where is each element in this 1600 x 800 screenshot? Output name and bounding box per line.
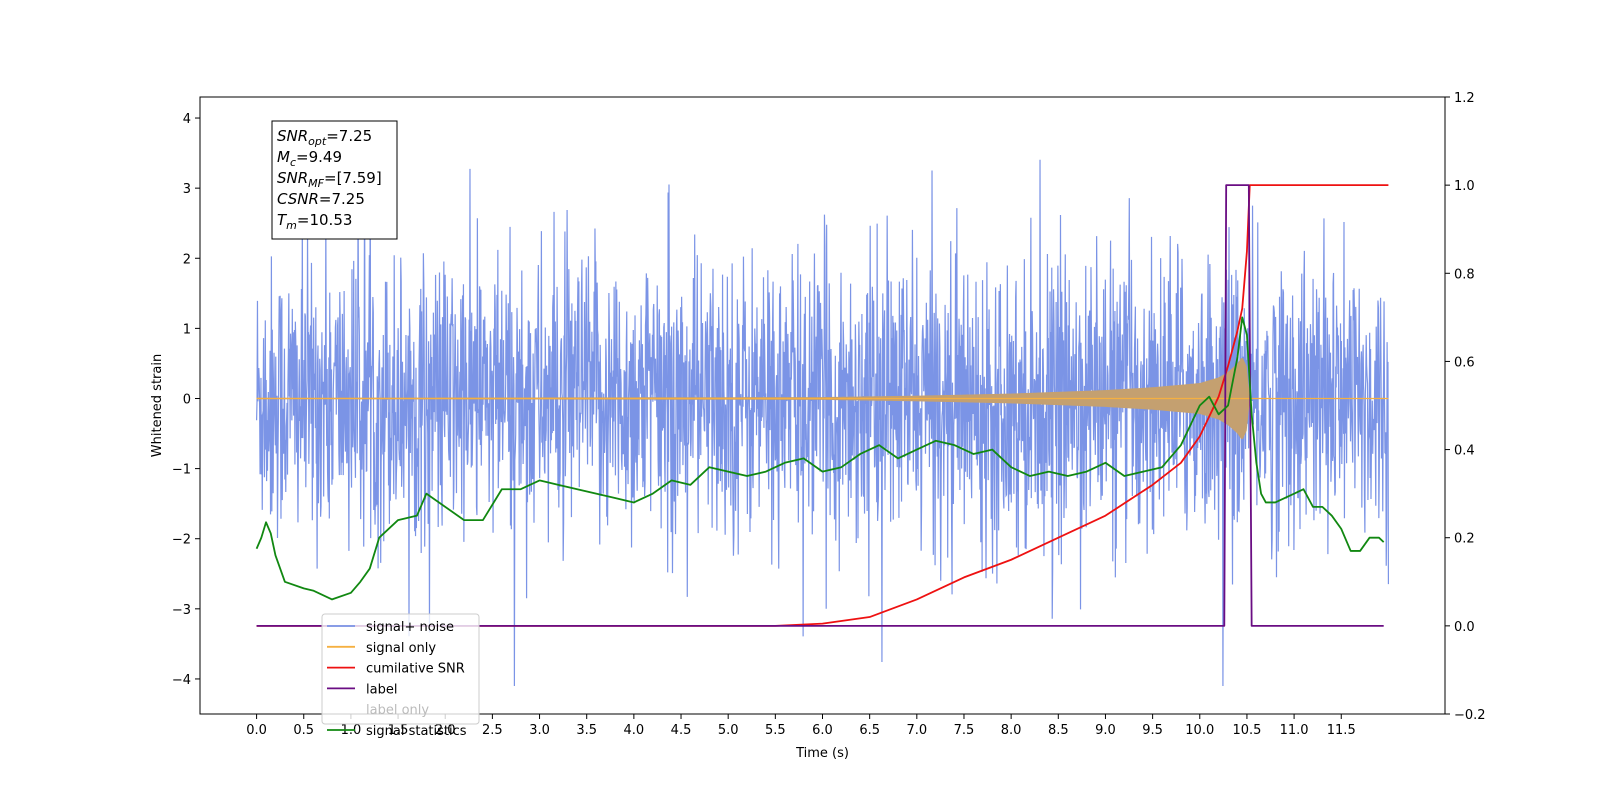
info-value: =10.53: [297, 211, 353, 229]
y-left-tick-label: −3: [172, 603, 191, 618]
x-axis: 0.0 0.5 1.0 1.5 2.0 2.5 3.0 3.5 4.0 4.5 5.0 5.5 6.0 6…: [246, 714, 1356, 738]
y-left-tick-label: 2: [183, 252, 191, 267]
info-value: =7.25: [319, 190, 365, 208]
info-symbol: SNR: [277, 127, 308, 145]
info-value: =[7.59]: [324, 169, 382, 187]
info-value: =9.49: [296, 148, 342, 166]
legend-label: label: [366, 682, 397, 697]
y-left-tick-label: −4: [172, 673, 191, 688]
y-left-tick-label: −1: [172, 463, 191, 478]
x-tick-label: 1.5: [388, 723, 409, 738]
legend-label: signal only: [366, 641, 436, 656]
x-tick-label: 6.5: [859, 723, 880, 738]
x-tick-label: 2.5: [482, 723, 503, 738]
y-right-tick-label: 0.0: [1454, 620, 1475, 635]
y-right-tick-label: 1.0: [1454, 179, 1475, 194]
info-value: =7.25: [326, 127, 372, 145]
y-right-tick-label: 0.4: [1454, 444, 1475, 459]
y-right-tick-label: 0.6: [1454, 355, 1475, 370]
x-tick-label: 7.0: [906, 723, 927, 738]
y-left-tick-label: 0: [183, 392, 191, 407]
y-left-tick-label: −2: [172, 533, 191, 548]
x-tick-label: 3.0: [529, 723, 550, 738]
y-right-tick-label: 1.2: [1454, 91, 1475, 106]
x-tick-label: 9.5: [1142, 723, 1163, 738]
x-tick-label: 10.5: [1232, 723, 1261, 738]
x-tick-label: 11.0: [1280, 723, 1309, 738]
info-symbol: SNR: [277, 169, 308, 187]
info-box-frame: [271, 120, 398, 240]
info-subscript: MF: [308, 177, 324, 190]
x-axis-label: Time (s): [795, 746, 849, 761]
x-tick-label: 10.0: [1185, 723, 1214, 738]
info-symbol: CSNR: [277, 190, 319, 208]
cumulative-snr-line: [256, 184, 1389, 627]
x-tick-label: 7.5: [954, 723, 975, 738]
x-tick-label: 8.5: [1048, 723, 1069, 738]
info-symbol: M: [277, 148, 290, 166]
info-box-line: SNRMF=[7.59]: [277, 169, 382, 190]
legend-frame: [321, 613, 480, 725]
legend-label: label only: [366, 703, 429, 718]
legend-label: signal+ noise: [366, 620, 454, 635]
x-tick-label: 9.0: [1095, 723, 1116, 738]
x-tick-label: 4.0: [624, 723, 645, 738]
x-tick-label: 3.5: [576, 723, 597, 738]
y-right-tick-label: 0.2: [1454, 532, 1475, 547]
signal-statistics-line: [255, 316, 1385, 601]
info-box-line: SNRopt=7.25: [277, 127, 372, 148]
y-axis-label: Whitened strain: [150, 354, 165, 457]
y-axis-left: −4 −3 −2 −1 0 1 2 3 4: [172, 112, 200, 688]
info-subscript: opt: [308, 135, 327, 148]
y-right-tick-label: 0.8: [1454, 267, 1475, 282]
x-tick-label: 2.0: [435, 723, 456, 738]
y-axis-right: −0.2 0.0 0.2 0.4 0.6 0.8 1.0 1.2: [1445, 91, 1486, 723]
right-axis-series: [255, 184, 1389, 627]
label-line: [256, 184, 1384, 627]
legend: signal+ noise signal only cumilative SNR la…: [321, 613, 480, 739]
info-subscript: c: [290, 156, 296, 169]
signal-only-series: [256, 357, 1389, 439]
x-tick-label: 8.0: [1001, 723, 1022, 738]
info-subscript: m: [286, 219, 297, 232]
x-tick-label: 5.5: [765, 723, 786, 738]
y-left-tick-label: 1: [183, 322, 191, 337]
x-tick-label: 6.0: [812, 723, 833, 738]
info-box-line: Mc=9.49: [277, 148, 342, 169]
legend-label: signal statistics: [366, 724, 467, 739]
y-right-tick-label: −0.2: [1454, 708, 1486, 723]
legend-label: cumilative SNR: [366, 662, 465, 677]
x-tick-label: 11.5: [1327, 723, 1356, 738]
info-box-line: CSNR=7.25: [277, 190, 365, 208]
x-tick-label: 0.5: [293, 723, 314, 738]
info-box: SNRopt=7.25Mc=9.49SNRMF=[7.59]CSNR=7.25T…: [271, 120, 398, 240]
y-left-tick-label: 4: [183, 112, 191, 127]
x-tick-label: 4.5: [671, 723, 692, 738]
info-symbol: T: [277, 211, 288, 229]
info-box-line: Tm=10.53: [277, 211, 352, 232]
plot-area: [255, 131, 1390, 686]
x-tick-label: 0.0: [246, 723, 267, 738]
x-tick-label: 5.0: [718, 723, 739, 738]
y-left-tick-label: 3: [183, 182, 191, 197]
